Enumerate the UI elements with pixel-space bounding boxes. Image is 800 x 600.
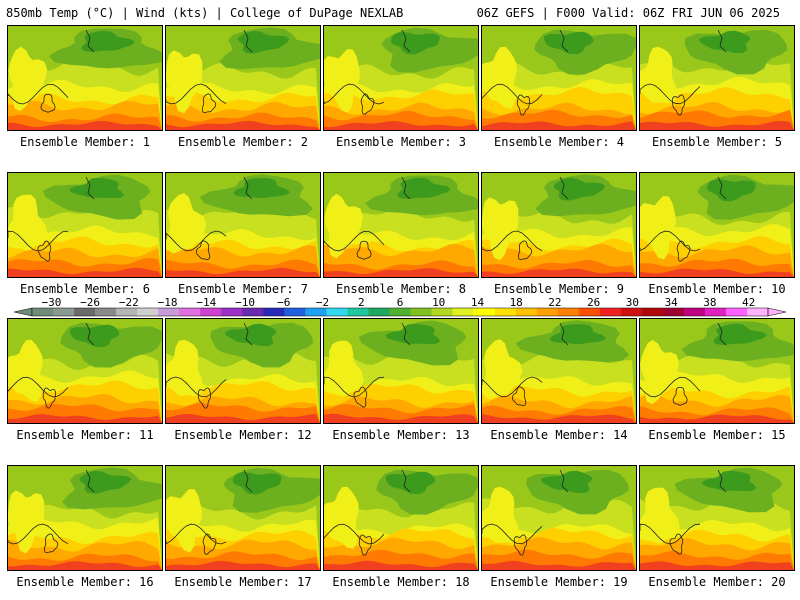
colorbar-segment	[599, 308, 622, 316]
colorbar-segment	[389, 308, 411, 316]
ensemble-member-map	[481, 465, 637, 571]
colorbar-segment	[95, 308, 117, 316]
ensemble-member-label: Ensemble Member: 8	[335, 282, 467, 296]
ensemble-member-map	[165, 25, 321, 131]
colorbar-segment	[515, 308, 537, 316]
ensemble-member-label: Ensemble Member: 15	[648, 428, 786, 442]
colorbar-segment	[431, 308, 453, 316]
colorbar-segment	[116, 308, 138, 316]
ensemble-member-map	[165, 318, 321, 424]
ensemble-member-map	[323, 172, 479, 278]
colorbar-segment	[494, 308, 516, 316]
ensemble-member-map	[323, 465, 479, 571]
map-title: 850mb Temp (°C) | Wind (kts) | College o…	[6, 6, 404, 20]
ensemble-member-map	[7, 172, 163, 278]
ensemble-member-label: Ensemble Member: 19	[490, 575, 628, 589]
ensemble-member-label: Ensemble Member: 13	[332, 428, 470, 442]
ensemble-member-label: Ensemble Member: 1	[19, 135, 151, 149]
colorbar-segment	[305, 308, 327, 316]
colorbar-segment	[284, 308, 306, 316]
colorbar-segment	[473, 308, 495, 316]
colorbar-segment	[53, 308, 75, 316]
colorbar-tick-label: 42	[742, 296, 755, 309]
temperature-colorbar: −30 −26 −22 −18 −14 −10 −6 −2 2 6 10 14 18 22 26 30 34 38…	[13, 296, 787, 317]
colorbar-segment	[137, 308, 159, 316]
colorbar-tick-label: −30	[41, 296, 61, 309]
colorbar-tick-label: 34	[665, 296, 679, 309]
colorbar-segment	[347, 308, 369, 316]
colorbar-tick-label: 38	[703, 296, 716, 309]
colorbar-segment	[326, 308, 348, 316]
ensemble-member-label: Ensemble Member: 12	[174, 428, 312, 442]
colorbar-tick-label: 10	[432, 296, 445, 309]
ensemble-member-map	[639, 25, 795, 131]
colorbar-segment	[683, 308, 706, 316]
ensemble-member-label: Ensemble Member: 6	[19, 282, 151, 296]
ensemble-member-label: Ensemble Member: 4	[493, 135, 625, 149]
ensemble-member-map	[481, 25, 637, 131]
colorbar-segment	[179, 308, 201, 316]
colorbar-segment	[221, 308, 243, 316]
ensemble-member-label: Ensemble Member: 2	[177, 135, 309, 149]
colorbar-segment	[158, 308, 180, 316]
colorbar-segment	[410, 308, 432, 316]
colorbar-segment	[263, 308, 285, 316]
colorbar-tick-label: 26	[587, 296, 600, 309]
colorbar-segment	[641, 308, 664, 316]
colorbar-tick-label: −18	[158, 296, 178, 309]
colorbar-segment	[746, 308, 769, 316]
ensemble-member-map	[165, 465, 321, 571]
colorbar-tick-label: 18	[510, 296, 523, 309]
colorbar-tick-label: −6	[277, 296, 290, 309]
ensemble-member-label: Ensemble Member: 5	[651, 135, 783, 149]
colorbar-tick-label: −22	[119, 296, 139, 309]
ensemble-member-label: Ensemble Member: 14	[490, 428, 628, 442]
ensemble-member-label: Ensemble Member: 18	[332, 575, 470, 589]
colorbar-segment	[32, 308, 54, 316]
ensemble-member-map	[481, 318, 637, 424]
colorbar-segment	[704, 308, 727, 316]
ensemble-member-map	[639, 172, 795, 278]
colorbar-segment	[452, 308, 474, 316]
ensemble-member-map	[7, 25, 163, 131]
colorbar-tick-label: 22	[548, 296, 561, 309]
ensemble-member-map	[7, 318, 163, 424]
colorbar-tick-label: 2	[358, 296, 365, 309]
colorbar-segment	[242, 308, 264, 316]
colorbar-tick-label: −26	[80, 296, 100, 309]
colorbar-tick-label: 30	[626, 296, 639, 309]
colorbar-segment	[725, 308, 748, 316]
ensemble-member-label: Ensemble Member: 10	[648, 282, 786, 296]
colorbar-segment	[620, 308, 643, 316]
colorbar-min-arrow	[13, 307, 33, 317]
ensemble-member-label: Ensemble Member: 20	[648, 575, 786, 589]
ensemble-member-label: Ensemble Member: 7	[177, 282, 309, 296]
colorbar-segment	[662, 308, 685, 316]
ensemble-member-label: Ensemble Member: 16	[16, 575, 154, 589]
colorbar-max-arrow	[767, 307, 787, 317]
ensemble-member-map	[323, 25, 479, 131]
colorbar-segment	[578, 308, 601, 316]
run-valid-time: 06Z GEFS | F000 Valid: 06Z FRI JUN 06 20…	[476, 6, 780, 20]
ensemble-member-map	[165, 172, 321, 278]
ensemble-member-label: Ensemble Member: 17	[174, 575, 312, 589]
ensemble-member-label: Ensemble Member: 11	[16, 428, 154, 442]
colorbar-segment	[368, 308, 390, 316]
colorbar-tick-label: −14	[196, 296, 216, 309]
ensemble-member-map	[7, 465, 163, 571]
colorbar-tick-label: 6	[397, 296, 404, 309]
colorbar-segment	[536, 308, 559, 316]
colorbar-tick-label: −2	[316, 296, 329, 309]
colorbar-tick-label: −10	[235, 296, 255, 309]
ensemble-member-map	[639, 318, 795, 424]
ensemble-member-label: Ensemble Member: 3	[335, 135, 467, 149]
ensemble-member-map	[639, 465, 795, 571]
colorbar-segment	[200, 308, 222, 316]
ensemble-member-label: Ensemble Member: 9	[493, 282, 625, 296]
colorbar-segment	[557, 308, 580, 316]
colorbar-segment	[74, 308, 96, 316]
ensemble-member-map	[481, 172, 637, 278]
ensemble-member-map	[323, 318, 479, 424]
colorbar-tick-label: 14	[471, 296, 485, 309]
